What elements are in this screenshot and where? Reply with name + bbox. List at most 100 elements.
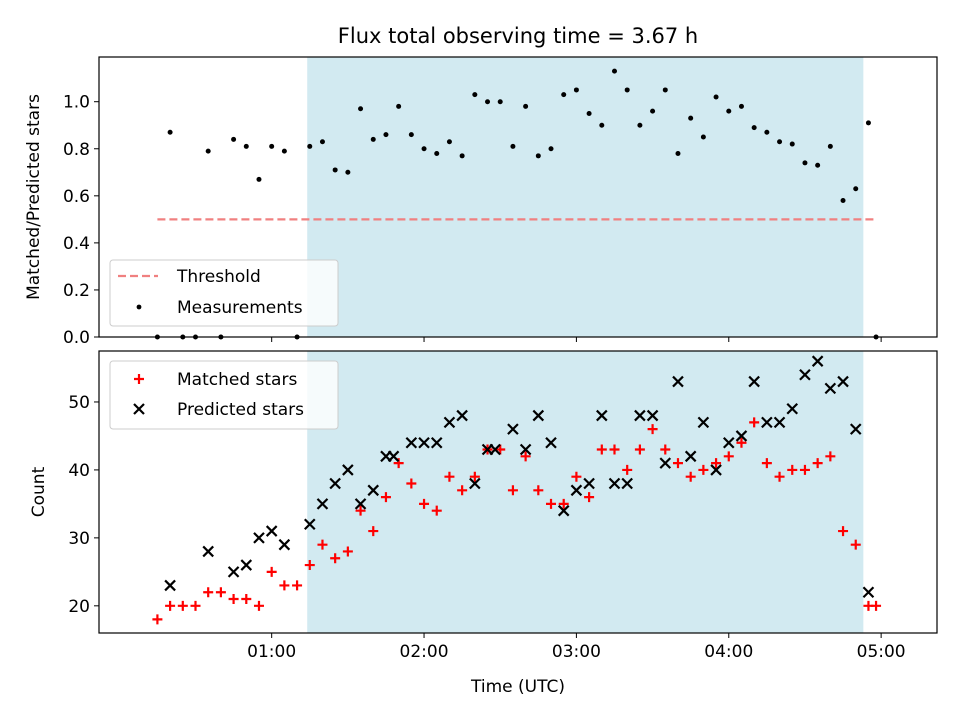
measurement-point	[561, 92, 567, 98]
matched-star-point	[241, 594, 252, 605]
predicted-star-point	[684, 450, 697, 463]
predicted-star-point	[469, 477, 481, 490]
predicted-star-point	[735, 430, 748, 442]
matched-star-point	[723, 451, 734, 462]
matched-star-point	[304, 560, 315, 571]
matched-star-point	[787, 464, 798, 475]
measurement-point	[751, 125, 757, 131]
predicted-star-point	[621, 477, 633, 490]
matched-star-point	[711, 458, 722, 469]
count-y-tick-label: 50	[68, 393, 90, 413]
ratio-legend-box	[109, 259, 339, 327]
matched-star-point	[469, 471, 480, 482]
predicted-star-point	[545, 436, 557, 449]
matched-star-point	[330, 553, 341, 564]
predicted-star-point	[722, 436, 735, 449]
matched-star-point	[838, 526, 849, 537]
predicted-star-point	[849, 423, 862, 435]
predicted-star-point	[811, 355, 824, 367]
measurement-point	[586, 110, 592, 116]
matched-star-point	[355, 505, 366, 516]
matched-star-point	[507, 485, 518, 496]
matched-star-point	[177, 600, 188, 611]
measurement-point	[827, 143, 833, 149]
legend-measurements-label: Measurements	[177, 298, 303, 318]
matched-star-point	[533, 485, 544, 496]
matched-star-point	[799, 464, 810, 475]
count-y-tick-label: 30	[68, 529, 90, 549]
measurement-point	[370, 136, 376, 142]
count-x-tick-label: 03:00	[552, 642, 601, 662]
count-x-tick-label: 05:00	[857, 642, 906, 662]
matched-star-point	[342, 546, 353, 557]
measurement-point	[446, 139, 452, 145]
measurement-point	[485, 99, 491, 105]
measurement-point	[853, 186, 859, 192]
predicted-star-point	[862, 586, 875, 599]
matched-star-point	[215, 587, 226, 598]
matched-star-point	[165, 600, 176, 611]
matched-star-point	[584, 492, 595, 503]
matched-star-point	[393, 458, 404, 469]
legend-predicted-swatch	[133, 403, 145, 415]
count-x-tick-label: 01:00	[247, 642, 296, 662]
measurement-point	[205, 148, 211, 154]
predicted-star-point	[387, 450, 400, 463]
ratio-y-axis-ticks: 0.0 0.2 0.4 0.6 0.8 1.0	[63, 93, 99, 348]
predicted-star-point	[354, 498, 367, 510]
measurement-point	[345, 169, 351, 175]
predicted-star-point	[443, 416, 456, 429]
count-y-tick-label: 20	[68, 597, 90, 617]
measurement-point	[281, 148, 287, 154]
ratio-y-tick-label: 1.0	[63, 93, 90, 113]
count-legend: Matched stars Predicted stars	[109, 360, 339, 430]
measurement-point	[675, 150, 681, 156]
matched-star-point	[672, 458, 683, 469]
predicted-star-point	[253, 532, 265, 544]
ratio-y-tick-label: 0.0	[63, 328, 90, 348]
measurement-point	[332, 167, 338, 173]
matched-star-point	[825, 451, 836, 462]
count-y-axis-ticks: 20 30 40 50	[68, 393, 99, 617]
predicted-star-point	[697, 416, 710, 429]
ratio-y-axis-label: Matched/Predicted stars	[24, 94, 44, 300]
measurement-point	[789, 141, 795, 147]
predicted-star-point	[329, 477, 341, 490]
ratio-legend: Threshold Measurements	[109, 259, 339, 327]
measurement-point	[434, 150, 440, 156]
measurement-point	[700, 134, 706, 140]
predicted-star-point	[659, 457, 672, 469]
matched-star-point	[152, 614, 163, 625]
measurement-point	[396, 103, 402, 109]
matched-star-point	[495, 444, 506, 455]
count-y-tick-label: 40	[68, 461, 90, 481]
count-panel: 20 30 40 50 01:00 02:00 03:00 04:00 05:00 Count…	[29, 350, 938, 697]
matched-stars-series	[152, 417, 882, 625]
matched-star-point	[520, 451, 531, 462]
matched-star-point	[558, 498, 569, 509]
predicted-star-point	[489, 443, 501, 456]
predicted-star-point	[532, 409, 545, 422]
predicted-star-point	[240, 559, 253, 571]
matched-star-point	[571, 471, 582, 482]
measurement-point	[497, 99, 503, 105]
predicted-star-point	[710, 464, 722, 476]
count-y-axis-label: Count	[29, 466, 49, 517]
measurement-point	[637, 122, 643, 128]
predicted-star-point	[265, 525, 278, 537]
matched-star-point	[622, 464, 633, 475]
ratio-x-axis-ticks	[271, 337, 882, 342]
predicted-star-point	[164, 579, 176, 592]
predicted-stars-series	[164, 355, 875, 599]
predicted-star-point	[367, 484, 380, 497]
predicted-star-point	[786, 402, 799, 415]
measurement-point	[777, 139, 783, 145]
count-x-tick-label: 04:00	[704, 642, 753, 662]
predicted-star-point	[456, 409, 468, 422]
ratio-y-tick-label: 0.6	[63, 187, 90, 207]
matched-star-point	[228, 594, 239, 605]
matched-star-point	[596, 444, 607, 455]
legend-cross-marker	[133, 403, 145, 415]
matched-star-point	[317, 539, 328, 550]
matched-star-point	[253, 600, 264, 611]
